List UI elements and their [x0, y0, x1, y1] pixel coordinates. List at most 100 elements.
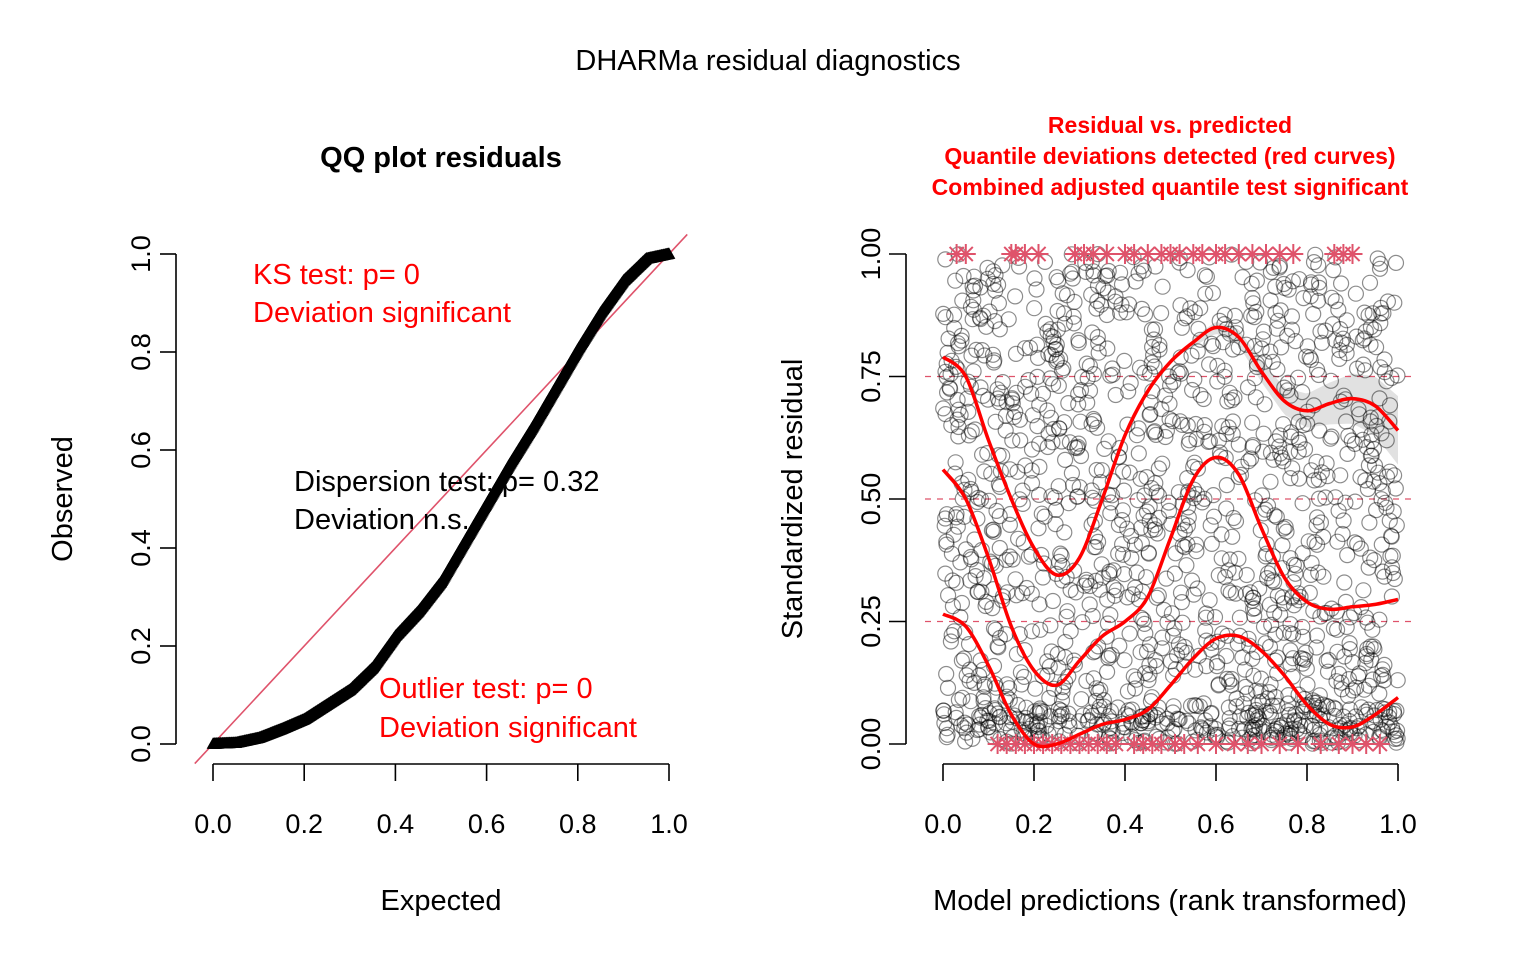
rv-residual-point: [1056, 524, 1073, 541]
rv-residual-point: [1309, 292, 1327, 309]
rv-residual-point: [1262, 292, 1279, 309]
rv-residual-point: [1116, 352, 1133, 369]
rv-residual-point: [977, 699, 994, 717]
rv-residual-point: [1120, 296, 1138, 313]
rv-residual-point: [1230, 468, 1247, 486]
rv-residual-point: [1031, 435, 1048, 452]
rv-residual-point: [1322, 372, 1340, 389]
rv-residual-point: [1312, 323, 1329, 340]
rv-x-tick-label: 1.0: [1379, 809, 1417, 839]
rv-residual-point: [1220, 419, 1237, 436]
rv-residual-point: [998, 676, 1016, 693]
rv-residual-point: [1052, 702, 1070, 719]
rv-residual-point: [976, 676, 993, 693]
rv-residual-point: [1126, 536, 1144, 554]
rv-residual-point: [1360, 677, 1378, 694]
rv-residual-point: [1031, 713, 1049, 730]
rv-residual-point: [935, 706, 953, 723]
rv-residual-point: [1141, 365, 1159, 382]
rv-residual-point: [1271, 438, 1288, 455]
rv-residual-point: [1125, 668, 1142, 685]
rv-residual-point: [1301, 349, 1318, 366]
rv-residual-point: [989, 705, 1006, 722]
rv-residual-point: [970, 489, 987, 506]
rv-residual-point: [1363, 426, 1380, 443]
rv-residual-point: [1119, 683, 1137, 700]
rv-residual-point: [1242, 307, 1260, 324]
rv-residual-point: [1372, 359, 1389, 376]
rv-residual-point: [1040, 345, 1057, 363]
rv-residual-point: [1218, 647, 1235, 665]
rv-residual-point: [950, 418, 967, 436]
rv-residual-point: [998, 551, 1015, 569]
rv-residual-point: [1262, 444, 1280, 461]
rv-residual-point: [1220, 582, 1237, 599]
rv-residual-point: [1313, 734, 1331, 751]
rv-residual-point: [1257, 703, 1275, 720]
rv-residual-point: [1040, 425, 1057, 442]
rv-residual-point: [1113, 296, 1130, 313]
rv-residual-point: [1189, 460, 1207, 477]
rv-residual-point: [1355, 582, 1372, 599]
rv-residual-point: [965, 363, 982, 380]
rv-residual-point: [1234, 649, 1251, 666]
rv-residual-point: [1197, 609, 1215, 626]
rv-residual-point: [1165, 373, 1182, 390]
rv-residual-point: [1338, 345, 1355, 362]
rv-residual-point: [1117, 706, 1135, 723]
rv-residual-point: [1223, 392, 1241, 409]
rv-residual-point: [1042, 327, 1059, 345]
rv-outlier-star-top: [1096, 244, 1117, 264]
rv-residual-point: [1150, 460, 1168, 477]
rv-residual-point: [1042, 370, 1059, 387]
rv-residual-point: [1262, 676, 1279, 693]
rv-residual-point: [1310, 564, 1327, 581]
rv-residual-point: [1383, 369, 1400, 387]
rv-residual-point: [972, 491, 990, 508]
rv-residual-point: [1088, 300, 1105, 317]
rv-residual-point: [1314, 696, 1332, 713]
rv-residual-point: [1214, 418, 1231, 435]
rv-residual-point: [1255, 323, 1273, 340]
rv-residual-point: [1039, 402, 1056, 419]
rv-residual-point: [1053, 433, 1070, 450]
rv-residual-point: [1369, 250, 1386, 267]
rv-residual-point: [1234, 269, 1251, 286]
rv-residual-point: [1042, 708, 1059, 725]
rv-x-tick-label: 0.2: [1015, 809, 1053, 839]
rv-residual-point: [1146, 423, 1163, 440]
rv-residual-point: [1302, 276, 1320, 293]
rv-residual-point: [943, 352, 960, 369]
rv-residual-point: [1113, 276, 1131, 293]
rv-residual-point: [1147, 475, 1164, 492]
rv-residual-point: [1210, 676, 1227, 693]
rv-residual-point: [1257, 501, 1274, 518]
rv-residual-point: [1323, 428, 1340, 445]
rv-residual-point: [1132, 519, 1150, 536]
rv-residual-point: [1362, 549, 1379, 566]
rv-residual-point: [1208, 657, 1226, 675]
qq-x-tick-label: 0.4: [377, 809, 415, 839]
rv-residual-point: [1098, 306, 1116, 324]
rv-residual-point: [1247, 389, 1265, 406]
rv-residual-point: [1205, 487, 1222, 504]
rv-outlier-star-top: [1283, 244, 1304, 264]
rv-residual-point: [1290, 431, 1307, 448]
rv-residual-point: [1302, 351, 1320, 368]
rv-residual-point: [1357, 609, 1375, 626]
rv-residual-point: [1016, 340, 1034, 357]
rv-title-line2: Quantile deviations detected (red curves…: [944, 143, 1395, 169]
rv-residual-point: [1171, 363, 1188, 380]
dispersion-test-line2: Deviation n.s.: [294, 504, 470, 536]
rv-residual-point: [1308, 694, 1325, 711]
rv-residual-point: [1358, 645, 1375, 663]
rv-residual-point: [1197, 712, 1214, 729]
rv-residual-point: [1328, 603, 1345, 620]
rv-residual-point: [1290, 686, 1307, 703]
rv-residual-point: [1064, 263, 1081, 280]
rv-residual-point: [962, 480, 979, 498]
rv-residual-point: [1308, 509, 1326, 526]
rv-residual-point: [1110, 545, 1127, 562]
rv-residual-point: [969, 583, 987, 600]
rv-residual-point: [1145, 424, 1163, 441]
